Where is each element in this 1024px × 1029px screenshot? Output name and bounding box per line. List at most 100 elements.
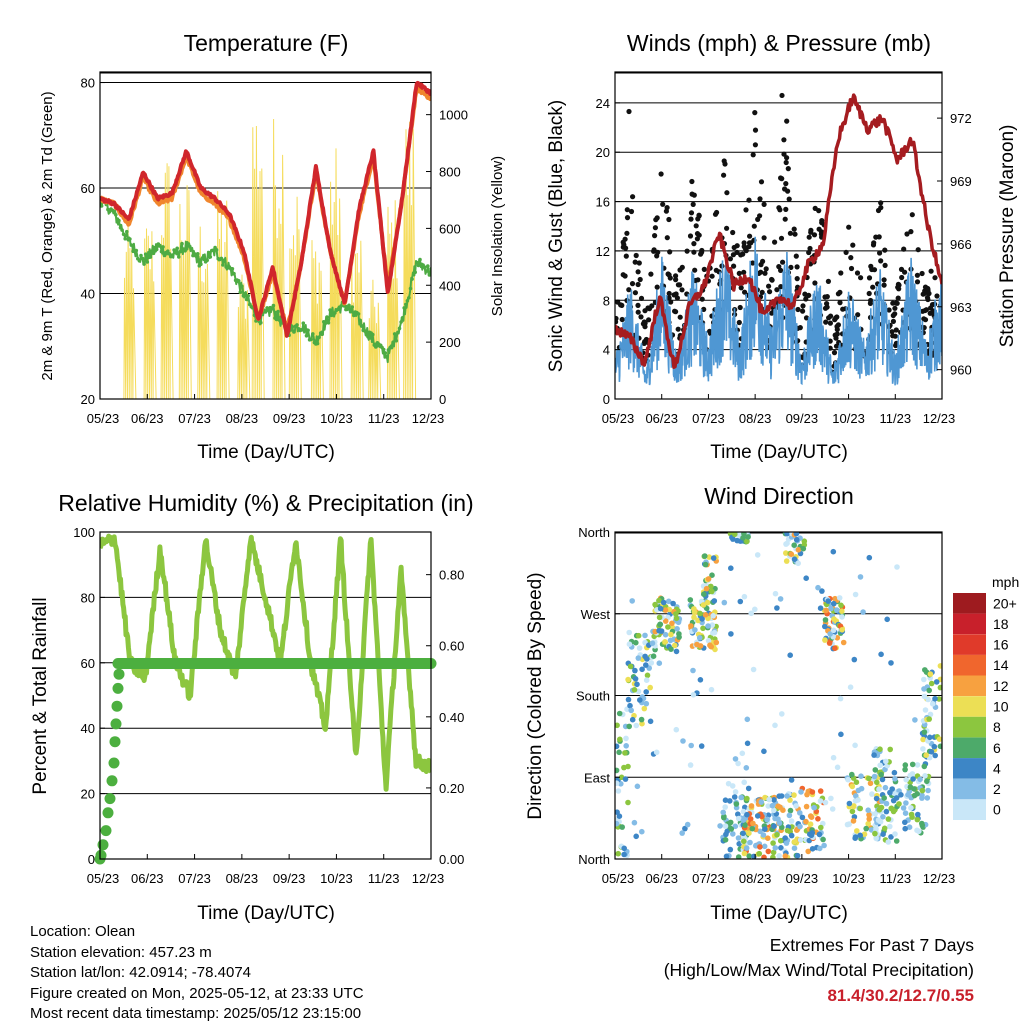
direction-point xyxy=(909,761,916,768)
humidity-left-tick-label: 20 xyxy=(81,787,95,802)
colorbar-swatch xyxy=(953,593,986,614)
direction-point xyxy=(879,776,886,783)
direction-point xyxy=(656,660,663,666)
direction-point xyxy=(921,686,927,692)
direction-point xyxy=(849,808,856,815)
direction-point xyxy=(748,610,754,617)
direction-point xyxy=(822,637,828,643)
winds-x-label: Time (Day/UTC) xyxy=(710,442,848,463)
recent-timestamp-text: Most recent data timestamp: 2025/05/12 2… xyxy=(30,1005,362,1022)
temperature-right-tick-label: 1000 xyxy=(439,108,468,123)
direction-point xyxy=(697,677,704,683)
direction-point xyxy=(761,854,767,859)
direction-point xyxy=(615,767,620,774)
extremes-box: Extremes For Past 7 Days (High/Low/Max W… xyxy=(664,933,974,1008)
gust-point xyxy=(824,294,830,300)
direction-point xyxy=(742,822,748,828)
direction-point xyxy=(873,826,879,832)
winds-panel: Winds (mph) & Pressure (mb) 0 4 8 12 16 20 24 9… xyxy=(546,30,1018,463)
direction-point xyxy=(803,818,809,825)
winds-x-tick-label: 05/23 xyxy=(602,411,635,426)
direction-point xyxy=(817,788,824,794)
direction-point xyxy=(615,743,620,750)
humidity-right-tick-label: 0.80 xyxy=(439,568,464,583)
gust-point xyxy=(890,300,896,306)
direction-point xyxy=(772,722,778,729)
direction-point xyxy=(721,814,727,821)
gust-point xyxy=(668,299,674,305)
direction-point xyxy=(748,803,755,809)
winds-left-tick-label: 16 xyxy=(596,195,610,210)
gust-point xyxy=(890,333,896,339)
direction-point xyxy=(724,828,730,835)
direction-point xyxy=(902,762,909,768)
direction-point xyxy=(937,743,942,750)
direction-point xyxy=(634,681,640,688)
gust-point xyxy=(803,296,809,302)
direction-point xyxy=(761,748,767,755)
direction-point xyxy=(834,607,840,613)
gust-point xyxy=(699,296,705,302)
direction-left-tick-label: North xyxy=(578,852,610,867)
gust-point xyxy=(925,296,931,303)
humidity-right-tick-label: 0.60 xyxy=(439,639,464,654)
gust-point xyxy=(666,290,672,297)
direction-point xyxy=(826,640,833,646)
direction-point xyxy=(746,853,752,859)
direction-x-label: Time (Day/UTC) xyxy=(710,903,848,924)
direction-point xyxy=(854,828,860,834)
direction-point xyxy=(764,816,770,823)
direction-point xyxy=(616,710,623,717)
precipitation-point xyxy=(111,700,123,712)
gust-point xyxy=(654,284,660,290)
colorbar-swatch xyxy=(953,696,986,717)
gust-point xyxy=(889,329,895,335)
direction-point xyxy=(855,797,861,803)
direction-point xyxy=(770,854,776,859)
direction-point xyxy=(880,814,886,820)
direction-point xyxy=(709,622,716,628)
direction-point xyxy=(771,797,777,803)
direction-point xyxy=(888,660,894,666)
direction-point xyxy=(925,696,931,703)
direction-point xyxy=(682,825,688,832)
direction-point xyxy=(735,854,742,859)
direction-x-tick-label: 06/23 xyxy=(645,871,678,886)
direction-point xyxy=(924,778,930,785)
gust-point xyxy=(658,171,664,177)
direction-point xyxy=(852,591,859,598)
direction-point xyxy=(635,632,642,639)
direction-point xyxy=(798,789,804,795)
direction-point xyxy=(673,615,680,622)
direction-point xyxy=(816,831,823,838)
gust-point xyxy=(781,151,787,157)
temperature-left-tick-label: 60 xyxy=(81,181,95,196)
direction-point xyxy=(866,775,872,782)
direction-point xyxy=(688,742,694,749)
temperature-x-label: Time (Day/UTC) xyxy=(197,442,335,463)
direction-point xyxy=(734,537,740,544)
direction-point xyxy=(937,684,942,691)
gust-point xyxy=(695,277,701,283)
direction-point xyxy=(825,598,831,604)
gust-point xyxy=(934,293,940,299)
colorbar-label: 20+ xyxy=(993,595,1017,611)
direction-point xyxy=(898,792,904,798)
colorbar-swatch xyxy=(953,799,986,820)
colorbar-swatch xyxy=(953,675,986,697)
gust-point xyxy=(838,270,844,276)
direction-point xyxy=(916,828,922,835)
temperature-x-tick-label: 06/23 xyxy=(131,411,164,426)
direction-point xyxy=(787,652,793,658)
temperature-x-tick-label: 10/23 xyxy=(320,411,353,426)
gust-point xyxy=(831,350,838,356)
gust-point xyxy=(795,306,801,313)
elevation-text: Station elevation: 457.23 m xyxy=(30,943,212,961)
gust-point xyxy=(722,161,728,167)
direction-point xyxy=(770,840,776,846)
direction-point xyxy=(619,824,625,830)
humidity-title: Relative Humidity (%) & Precipitation (i… xyxy=(58,490,473,516)
colorbar-title: mph xyxy=(992,574,1019,590)
gust-point xyxy=(632,290,639,296)
gust-point xyxy=(877,250,883,256)
